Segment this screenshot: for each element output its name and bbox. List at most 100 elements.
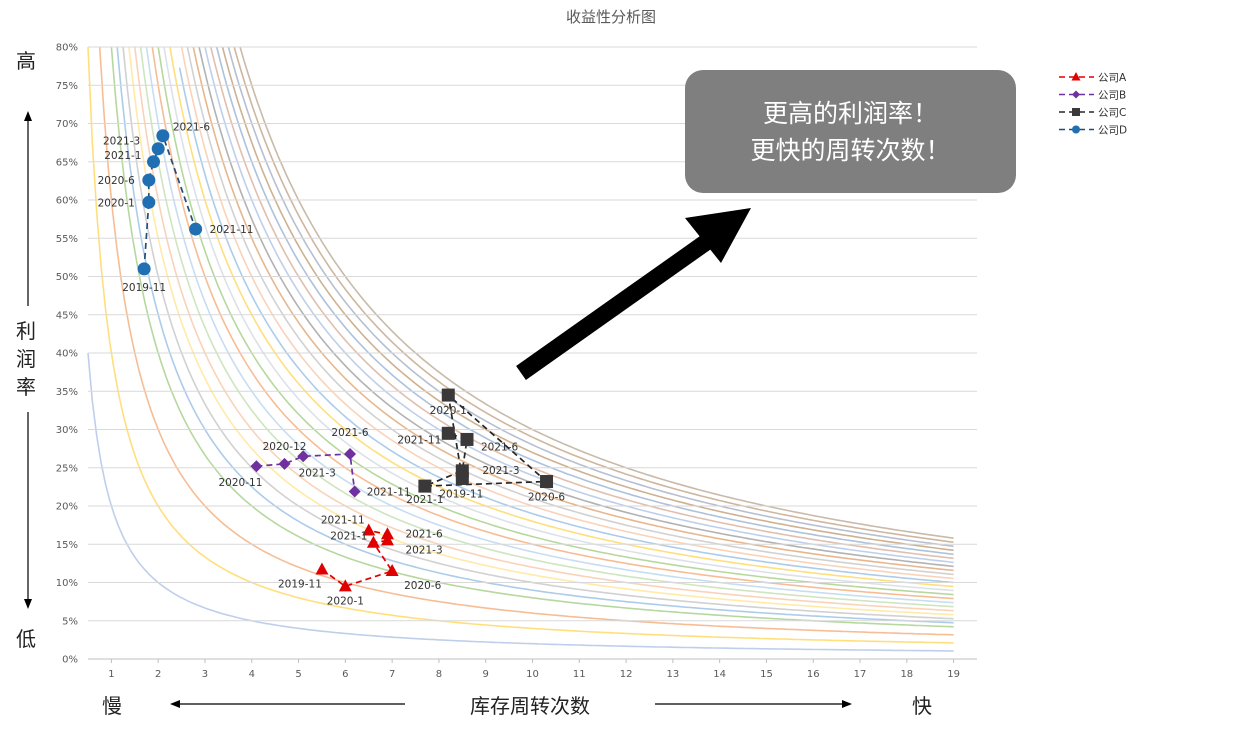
x-tick-label: 9 <box>483 669 489 680</box>
circle-marker <box>189 222 203 236</box>
triangle-marker <box>1071 72 1081 81</box>
legend-label: 公司A <box>1098 72 1127 84</box>
point-label: 2021-1 <box>104 150 141 162</box>
triangle-marker <box>380 527 394 540</box>
point-label: 2021-6 <box>405 528 443 540</box>
iso-curve <box>192 46 954 572</box>
iso-curve <box>122 46 954 620</box>
x-axis-title: 库存周转次数 <box>470 694 590 718</box>
point-label: 2021-3 <box>299 467 336 479</box>
point-label: 2020-12 <box>263 441 307 453</box>
x-tick-label: 15 <box>760 669 773 680</box>
iso-curve <box>87 352 954 652</box>
y-tick-label: 30% <box>56 425 78 436</box>
y-tick-label: 40% <box>56 349 78 360</box>
circle-marker <box>1072 125 1080 134</box>
point-label: 2020-6 <box>98 175 136 187</box>
x-tick-label: 16 <box>807 669 820 680</box>
point-label: 2021-6 <box>173 122 211 134</box>
legend-label: 公司D <box>1098 125 1127 137</box>
y-tick-label: 15% <box>56 540 78 551</box>
point-labels: 2019-11 2020-1 2020-6 2021-1 2021-3 2021-6 202… <box>98 122 566 608</box>
point-label: 2020-1 <box>430 405 467 417</box>
x-tick-label: 5 <box>295 669 301 680</box>
point-label: 2021-3 <box>405 544 442 556</box>
x-tick-label: 4 <box>249 669 255 680</box>
iso-curve <box>98 46 954 636</box>
triangle-marker <box>362 523 376 536</box>
point-label: 2021-1 <box>330 531 367 543</box>
y-axis-title-char: 利 <box>16 319 36 343</box>
iso-curve <box>134 46 954 612</box>
y-tick-label: 50% <box>56 272 78 283</box>
circle-marker <box>147 155 161 169</box>
y-low-label: 低 <box>16 627 36 651</box>
x-tick-label: 6 <box>342 669 348 680</box>
x-tick-label: 14 <box>713 669 726 680</box>
triangle-marker <box>338 579 352 592</box>
y-high-label: 高 <box>16 49 36 73</box>
square-marker <box>455 464 469 478</box>
x-tick-label: 17 <box>854 669 867 680</box>
point-label: 2019-11 <box>122 282 166 294</box>
diamond-marker <box>278 457 291 470</box>
y-axis-arrow <box>24 111 32 609</box>
diamond-marker <box>344 447 357 460</box>
iso-curve <box>221 46 954 552</box>
iso-curve <box>128 46 954 616</box>
y-tick-label: 25% <box>56 463 78 474</box>
callout-line-1: 更高的利润率！ <box>762 98 938 128</box>
triangle-marker <box>366 535 380 548</box>
triangle-marker <box>380 533 394 546</box>
square-marker <box>1072 108 1080 116</box>
x-slow-label: 慢 <box>102 694 122 718</box>
point-label: 2021-11 <box>210 224 254 236</box>
iso-curve <box>186 46 954 576</box>
iso-curve <box>204 46 954 564</box>
series-points <box>137 129 554 592</box>
point-label: 2020-11 <box>219 477 263 489</box>
iso-curve <box>227 46 954 548</box>
legend-label: 公司C <box>1098 107 1126 119</box>
point-label: 2021-11 <box>367 486 411 498</box>
iso-curve <box>116 46 954 624</box>
circle-marker <box>142 195 156 209</box>
y-tick-label: 60% <box>56 196 78 207</box>
iso-curve <box>145 46 954 604</box>
y-tick-label: 0% <box>62 655 78 666</box>
point-label: 2021-3 <box>482 465 519 477</box>
x-tick-label: 2 <box>155 669 161 680</box>
up-right-arrow <box>516 208 751 380</box>
y-tick-label: 80% <box>56 43 78 54</box>
iso-curve <box>157 46 954 596</box>
y-tick-label: 35% <box>56 387 78 398</box>
point-label: 2020-6 <box>528 492 566 504</box>
y-tick-label: 5% <box>62 616 78 627</box>
point-label: 2019-11 <box>439 488 483 500</box>
circle-marker <box>156 129 170 143</box>
point-label: 2021-11 <box>321 514 365 526</box>
diamond-marker <box>348 485 361 498</box>
x-axis-ticks: 1 2 3 4 5 6 7 8 9 10 11 12 13 14 15 16 17 18 19 <box>108 659 960 680</box>
y-tick-label: 75% <box>56 81 78 92</box>
iso-curve <box>239 46 954 539</box>
triangle-marker <box>385 564 399 577</box>
iso-curve <box>139 46 954 608</box>
callout-line-2: 更快的周转次数！ <box>750 135 951 165</box>
iso-curve <box>198 46 954 568</box>
point-label: 2020-1 <box>327 595 364 607</box>
diamond-marker <box>1072 90 1080 99</box>
square-marker <box>441 388 455 402</box>
point-label: 2021-6 <box>481 441 519 453</box>
triangle-marker <box>315 562 329 575</box>
x-tick-label: 10 <box>526 669 539 680</box>
point-label: 2019-11 <box>278 578 322 590</box>
square-marker <box>441 426 455 440</box>
x-tick-label: 13 <box>667 669 680 680</box>
x-tick-label: 19 <box>947 669 960 680</box>
callout-box: 更高的利润率！ 更快的周转次数！ <box>685 70 1016 193</box>
x-tick-label: 3 <box>202 669 208 680</box>
y-tick-label: 70% <box>56 119 78 130</box>
y-tick-label: 65% <box>56 157 78 168</box>
y-axis-title-char: 润 <box>16 347 36 371</box>
